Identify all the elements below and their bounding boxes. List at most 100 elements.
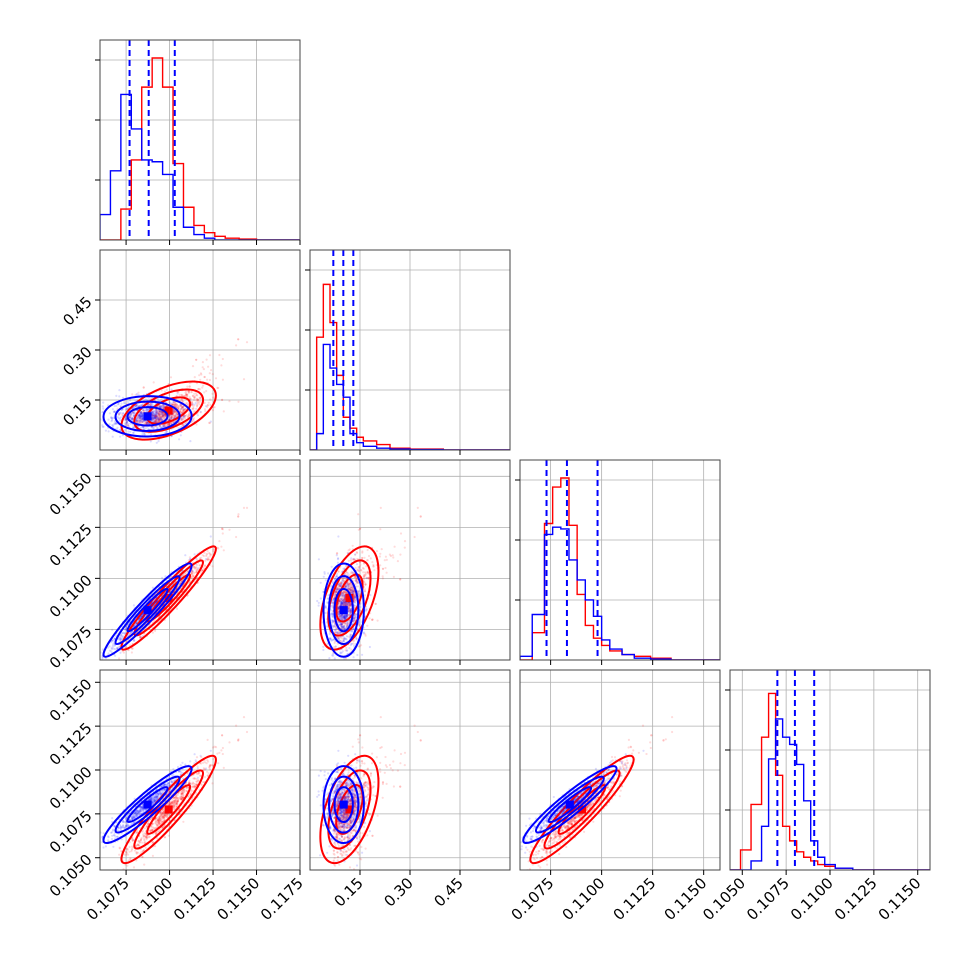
- scatter-point-red: [379, 555, 381, 557]
- scatter-point-blue: [127, 401, 129, 403]
- scatter-point-red: [192, 365, 194, 367]
- scatter-point-blue: [120, 412, 122, 414]
- scatter-point-blue: [115, 405, 117, 407]
- scatter-point-blue: [180, 408, 182, 410]
- scatter-point-blue: [150, 433, 152, 435]
- scatter-point-red: [212, 550, 214, 552]
- scatter-point-blue: [175, 413, 177, 415]
- scatter-point-red: [192, 395, 194, 397]
- scatter-point-red: [212, 397, 214, 399]
- scatter-point-blue: [337, 535, 339, 537]
- scatter-point-red: [228, 400, 230, 402]
- scatter-point-red: [360, 569, 362, 571]
- scatter-point-blue: [118, 414, 120, 416]
- scatter-point-blue: [112, 436, 114, 438]
- scatter-point-red: [235, 536, 237, 538]
- scatter-point-red: [204, 376, 206, 378]
- scatter-point-blue: [192, 570, 194, 572]
- scatter-point-red: [348, 560, 350, 562]
- scatter-point-blue: [135, 419, 137, 421]
- scatter-point-red: [217, 547, 219, 549]
- scatter-point-blue: [178, 438, 180, 440]
- scatter-point-red: [203, 555, 205, 557]
- scatter-point-blue: [124, 429, 126, 431]
- scatter-point-blue: [91, 654, 93, 656]
- scatter-point-red: [368, 577, 370, 579]
- scatter-point-red: [348, 549, 350, 551]
- scatter-point-blue: [93, 678, 95, 680]
- scatter-point-red: [384, 559, 386, 561]
- scatter-point-blue: [346, 678, 348, 680]
- scatter-point-blue: [120, 403, 122, 405]
- scatter-point-red: [209, 404, 211, 406]
- scatter-point-blue: [161, 577, 163, 579]
- scatter-point-blue: [119, 652, 121, 654]
- density-peak-blue: [144, 412, 152, 420]
- scatter-point-red: [153, 381, 155, 383]
- scatter-point-red: [357, 513, 359, 515]
- histogram-blue: [100, 94, 300, 240]
- scatter-point-red: [197, 388, 199, 390]
- scatter-point-red: [209, 555, 211, 557]
- scatter-point-blue: [132, 432, 134, 434]
- panel-content: [62, 460, 300, 702]
- scatter-point-blue: [111, 648, 113, 650]
- scatter-point-blue: [105, 430, 107, 432]
- scatter-point-red: [350, 649, 352, 651]
- scatter-point-blue: [119, 420, 121, 422]
- scatter-point-red: [221, 528, 223, 530]
- scatter-point-blue: [91, 397, 93, 399]
- scatter-point-blue: [177, 392, 179, 394]
- scatter-point-red: [202, 361, 204, 363]
- scatter-point-blue: [146, 422, 148, 424]
- scatter-point-blue: [93, 412, 95, 414]
- scatter-point-blue: [88, 439, 90, 441]
- scatter-point-blue: [107, 419, 109, 421]
- scatter-point-blue: [189, 440, 191, 442]
- scatter-point-red: [193, 572, 195, 574]
- scatter-point-blue: [170, 417, 172, 419]
- scatter-point-blue: [110, 416, 112, 418]
- scatter-point-red: [212, 548, 214, 550]
- scatter-point-blue: [205, 558, 207, 560]
- scatter-point-red: [399, 578, 401, 580]
- scatter-point-red: [237, 515, 239, 517]
- scatter-point-red: [404, 547, 406, 549]
- scatter-point-red: [217, 387, 219, 389]
- scatter-point-blue: [101, 657, 103, 659]
- scatter-point-blue: [119, 405, 121, 407]
- ytick-label: 0.30: [59, 343, 95, 379]
- scatter-point-red: [218, 540, 220, 542]
- scatter-point-blue: [125, 628, 127, 630]
- scatter-point-red: [212, 373, 214, 375]
- scatter-point-blue: [102, 662, 104, 664]
- scatter-point-red: [198, 564, 200, 566]
- ytick-label: 0.1125: [46, 520, 96, 570]
- panel-0-0: [95, 40, 300, 245]
- scatter-point-red: [377, 620, 379, 622]
- scatter-point-red: [204, 552, 206, 554]
- scatter-point-red: [397, 560, 399, 562]
- scatter-point-red: [376, 550, 378, 552]
- scatter-point-red: [194, 376, 196, 378]
- scatter-point-blue: [71, 678, 73, 680]
- scatter-point-red: [207, 550, 209, 552]
- ytick-label: 0.1150: [46, 469, 96, 519]
- scatter-point-red: [364, 574, 366, 576]
- scatter-point-red: [364, 594, 366, 596]
- scatter-point-red: [364, 588, 366, 590]
- scatter-point-blue: [96, 663, 98, 665]
- scatter-point-red: [209, 372, 211, 374]
- scatter-point-red: [356, 552, 358, 554]
- scatter-point-red: [188, 390, 190, 392]
- scatter-point-blue: [180, 419, 182, 421]
- scatter-point-blue: [142, 409, 144, 411]
- scatter-point-red: [195, 423, 197, 425]
- scatter-point-red: [209, 553, 211, 555]
- scatter-point-blue: [93, 663, 95, 665]
- scatter-point-red: [176, 608, 178, 610]
- scatter-point-blue: [125, 422, 127, 424]
- scatter-point-red: [189, 385, 191, 387]
- scatter-point-blue: [111, 629, 113, 631]
